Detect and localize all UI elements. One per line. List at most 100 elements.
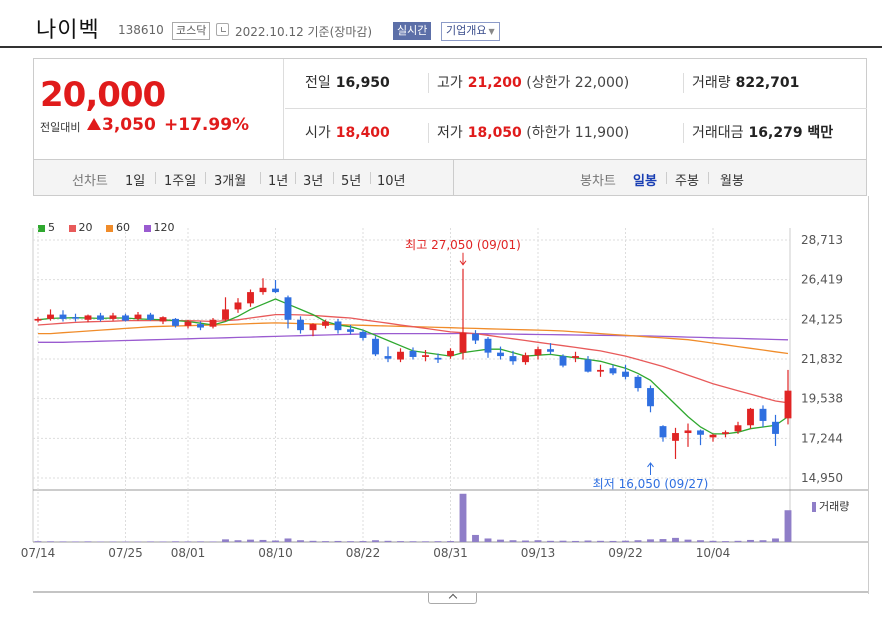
chart-right-border (868, 196, 869, 594)
high-arrow-head (459, 260, 467, 266)
volume-value: 822,701 (735, 75, 800, 91)
candle-body (297, 319, 304, 331)
volume-bar (497, 539, 504, 542)
candle-body (409, 350, 417, 357)
volume-bar (234, 540, 242, 542)
y-tick-label: 14,950 (801, 471, 843, 485)
candle-body (484, 338, 492, 353)
divider (295, 172, 296, 184)
candle-body (634, 376, 642, 389)
candle-body (197, 324, 204, 328)
prev-close-value: 16,950 (335, 75, 390, 91)
candle-body (584, 359, 592, 372)
y-tick-label: 21,832 (801, 352, 843, 366)
volume-bar (459, 493, 467, 542)
lower-limit: (하한가 11,900) (526, 125, 630, 141)
volume-bar (272, 540, 279, 542)
volume-bar (47, 541, 54, 542)
divider (260, 172, 261, 184)
legend-swatch (38, 224, 45, 232)
high-price: 고가 21,200 (상한가 22,000) (437, 72, 629, 92)
volume-bar (259, 539, 267, 542)
x-tick-label: 09/13 (521, 546, 556, 560)
period-10y[interactable]: 10년 (377, 174, 406, 189)
period-1w[interactable]: 1주일 (164, 174, 197, 189)
volume-bar (609, 540, 617, 542)
candle-body (659, 426, 667, 438)
high-label: 고가 (437, 75, 463, 91)
volume-bar (584, 540, 592, 542)
candle-body (722, 432, 729, 434)
x-tick-label: 08/22 (346, 546, 381, 560)
candlestick-chart[interactable]: 28,713 26,419 24,125 21,832 19,538 17,244 14,9… (0, 196, 882, 596)
volume-bar (197, 541, 204, 542)
candle-body (272, 288, 279, 293)
candle-body (734, 425, 742, 432)
high-value: 21,200 (467, 75, 522, 91)
candle-body (459, 332, 467, 353)
legend-swatch (143, 224, 151, 232)
ma120-line (38, 332, 789, 343)
quote-row-2: 시가 18,400 저가 18,050 (하한가 11,900) 거래대금 16,27… (285, 109, 867, 159)
candle-body (709, 434, 717, 438)
candle-body (247, 292, 254, 304)
ma-legend: 5 20 60 120 (38, 221, 185, 234)
x-tick-label: 07/14 (21, 546, 56, 560)
candle-body (759, 408, 767, 421)
candle-monthly[interactable]: 월봉 (720, 174, 744, 189)
price-summary: 20,000 전일대비 3,050 +17.99% 전일 16,950 고가 21,… (33, 58, 867, 160)
volume-bar (672, 537, 679, 542)
candle-body (534, 349, 542, 356)
volume-bar (147, 541, 154, 542)
legend-ma5-label: 5 (48, 221, 55, 234)
candle-weekly[interactable]: 주봉 (675, 174, 699, 189)
open-label: 시가 (305, 125, 331, 141)
volume-bar (572, 540, 579, 542)
chart-collapse-toggle[interactable] (428, 593, 477, 604)
legend-swatch (106, 224, 113, 232)
candle-body (559, 356, 567, 366)
volume-bar (784, 510, 792, 542)
volume-legend-label: 거래량 (819, 500, 850, 513)
company-overview-button[interactable]: 기업개요 ▼ (441, 22, 500, 41)
low-label: 저가 (437, 125, 463, 141)
period-1y[interactable]: 1년 (268, 174, 289, 189)
volume-bar (384, 540, 392, 542)
open-price: 시가 18,400 (305, 122, 390, 142)
candle-body (59, 314, 67, 319)
legend-ma20: 20 (68, 221, 93, 234)
period-5y[interactable]: 5년 (341, 174, 362, 189)
divider (155, 172, 156, 184)
price-change-value: 3,050 (102, 115, 156, 135)
volume-bar (284, 538, 292, 542)
candle-body (597, 369, 604, 372)
y-tick-label: 17,244 (801, 431, 843, 445)
volume-bar (359, 541, 367, 542)
period-1d[interactable]: 1일 (125, 174, 146, 189)
volume-bar (534, 540, 542, 542)
volume-bar (109, 541, 117, 542)
candle-body (472, 333, 479, 341)
volume-bar (347, 541, 354, 542)
candle-body (109, 315, 117, 319)
period-3m[interactable]: 3개월 (214, 174, 247, 189)
divider (683, 73, 684, 93)
x-tick-label: 08/31 (433, 546, 468, 560)
legend-ma60: 60 (106, 221, 130, 234)
legend-swatch (68, 224, 76, 232)
volume-swatch (812, 502, 816, 512)
low-annotation: 최저 16,050 (09/27) (593, 477, 709, 491)
price-change-rate: +17.99% (164, 115, 250, 135)
volume-bar (597, 540, 604, 542)
realtime-button[interactable]: 실시간 (393, 22, 432, 40)
legend-ma120: 120 (143, 221, 175, 234)
period-3y[interactable]: 3년 (303, 174, 324, 189)
price-change: 3,050 (87, 115, 156, 135)
volume-bar (722, 541, 729, 542)
candle-body (772, 421, 779, 434)
y-tick-label: 24,125 (801, 312, 843, 326)
candle-body (609, 368, 617, 374)
candle-daily[interactable]: 일봉 (633, 174, 657, 189)
volume-label: 거래량 (692, 75, 731, 91)
candle-body (509, 356, 517, 362)
